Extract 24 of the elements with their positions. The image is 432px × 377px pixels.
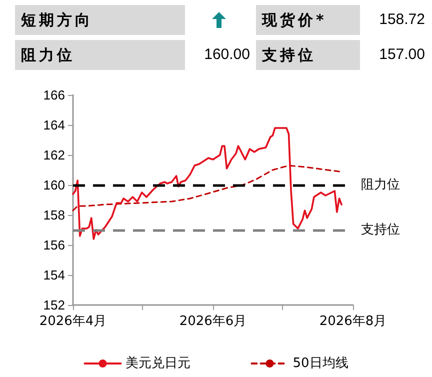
ref-line-label: 阻力位 bbox=[361, 178, 400, 192]
y-tick-label: 162 bbox=[43, 148, 65, 162]
ref-line-label: 支持位 bbox=[361, 222, 400, 238]
text: 现货价* bbox=[256, 5, 360, 35]
x-tick-label: 2026年6月 bbox=[179, 314, 247, 329]
y-tick-label: 154 bbox=[43, 268, 65, 282]
legend-label: 50日均线 bbox=[292, 356, 348, 371]
y-tick-label: 158 bbox=[43, 208, 65, 222]
text: 阻力位 bbox=[15, 40, 185, 70]
line-series bbox=[72, 164, 340, 212]
y-tick-label: 164 bbox=[43, 118, 65, 132]
x-tick-label: 2026年8月 bbox=[319, 314, 387, 329]
text: 支持位 bbox=[256, 40, 360, 70]
text: 157.00 bbox=[378, 45, 425, 65]
y-tick-label: 152 bbox=[43, 298, 65, 312]
y-tick-label: 160 bbox=[43, 178, 65, 192]
y-tick-label: 166 bbox=[43, 88, 65, 102]
legend-label: 美元兑日元 bbox=[126, 355, 191, 371]
x-tick-label: 2026年4月 bbox=[39, 314, 107, 329]
y-tick-label: 156 bbox=[43, 238, 65, 252]
text: 158.72 bbox=[378, 10, 425, 30]
text: 160.00 bbox=[203, 45, 250, 65]
text: 短期方向 bbox=[15, 5, 185, 35]
line-series bbox=[72, 127, 342, 240]
